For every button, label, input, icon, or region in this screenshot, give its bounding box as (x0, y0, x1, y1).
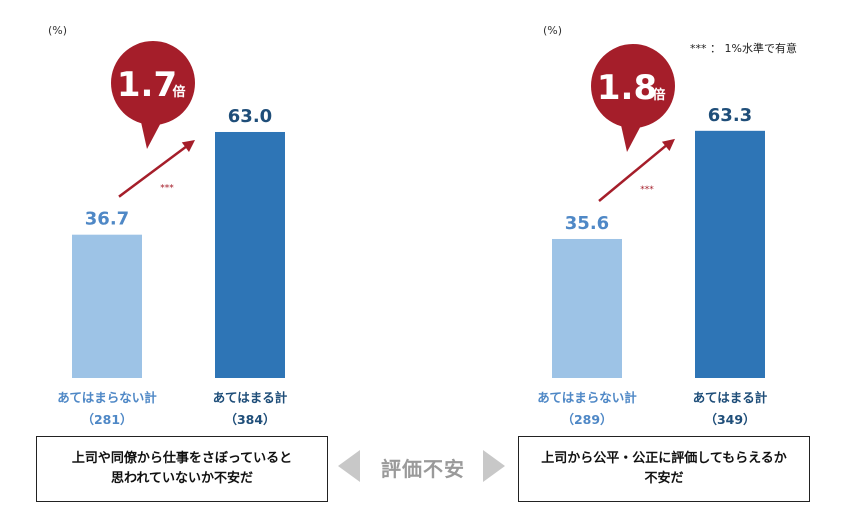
category-label-right-0: あてはまらない計 (537, 390, 637, 405)
unit-label-right: (%) (543, 24, 563, 37)
bar-right-0 (552, 238, 622, 378)
n-label-right-0: （289） (561, 412, 612, 427)
increase-arrow-right (598, 143, 668, 202)
bar-left-0 (72, 234, 142, 378)
value-label-right-0: 35.6 (565, 213, 609, 234)
increase-arrow-left (118, 144, 188, 198)
unit-label-left: (%) (48, 24, 68, 37)
category-label-right-1: あてはまる計 (693, 390, 768, 405)
category-label-left-1: あてはまる計 (213, 390, 288, 405)
center-arrow-left-icon (338, 450, 360, 482)
increase-arrowhead-left (181, 139, 195, 152)
n-label-left-1: （384） (224, 412, 275, 427)
value-label-left-1: 63.0 (228, 106, 272, 127)
ratio-bubble-right (591, 44, 675, 128)
ratio-value-right: 1.8 (597, 68, 657, 108)
significance-note: *** ： 1%水準で有意 (690, 42, 797, 55)
sig-mark-left: *** (160, 183, 174, 193)
ratio-suffix-left: 倍 (172, 84, 185, 100)
ratio-bubble-left (111, 41, 195, 125)
ratio-value-left: 1.7 (117, 65, 177, 105)
center-label: 評価不安 (381, 457, 465, 481)
value-label-right-1: 63.3 (708, 105, 752, 126)
center-arrow-right-icon (483, 450, 505, 482)
ratio-suffix-right: 倍 (652, 87, 665, 103)
increase-arrowhead-right (661, 138, 675, 152)
bar-right-1 (695, 130, 765, 378)
n-label-left-0: （281） (81, 412, 132, 427)
bar-left-1 (215, 131, 285, 378)
caption-box-left: 上司や同僚から仕事をさぼっていると 思われていないか不安だ (36, 436, 328, 502)
n-label-right-1: （349） (704, 412, 755, 427)
category-label-left-0: あてはまらない計 (57, 390, 157, 405)
value-label-left-0: 36.7 (85, 209, 129, 230)
caption-box-right: 上司から公平・公正に評価してもらえるか 不安だ (518, 436, 810, 502)
sig-mark-right: *** (640, 185, 654, 195)
